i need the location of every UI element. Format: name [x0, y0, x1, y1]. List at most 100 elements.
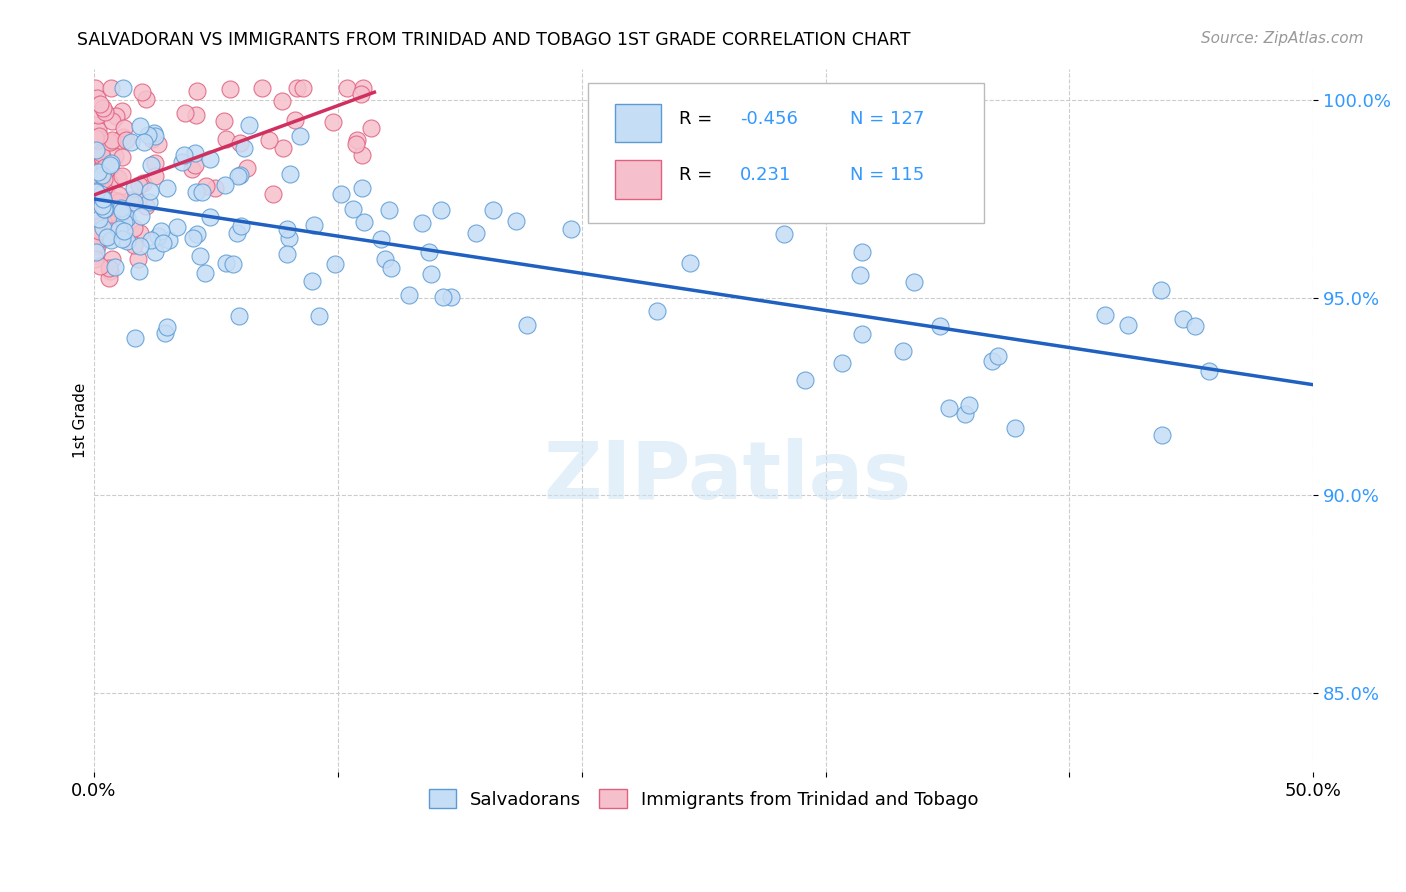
Point	[132, 176, 155, 190]
Point	[146, 136, 169, 151]
Text: 0.231: 0.231	[740, 167, 792, 185]
Point	[89, 132, 111, 146]
Point	[439, 290, 461, 304]
Point	[184, 158, 207, 172]
Point	[105, 109, 128, 123]
Point	[101, 252, 124, 266]
Point	[104, 260, 127, 275]
Point	[110, 201, 132, 215]
Point	[87, 128, 110, 143]
Y-axis label: 1st Grade: 1st Grade	[73, 383, 89, 458]
Point	[222, 257, 245, 271]
Point	[1184, 318, 1206, 333]
FancyBboxPatch shape	[614, 160, 661, 199]
Point	[127, 194, 149, 208]
Point	[107, 194, 129, 208]
Point	[198, 152, 221, 166]
Point	[112, 81, 135, 95]
Point	[352, 180, 374, 194]
Point	[214, 114, 236, 128]
Point	[323, 257, 346, 271]
Point	[335, 81, 357, 95]
Point	[229, 136, 252, 151]
Point	[352, 148, 374, 162]
Point	[560, 222, 582, 236]
Point	[131, 85, 153, 99]
Point	[84, 238, 107, 252]
Point	[370, 232, 392, 246]
Point	[90, 171, 112, 186]
Point	[172, 155, 194, 169]
Point	[271, 141, 294, 155]
Point	[148, 229, 170, 244]
Point	[262, 187, 284, 202]
Point	[891, 343, 914, 358]
Point	[84, 131, 107, 145]
Point	[89, 97, 111, 112]
Text: SALVADORAN VS IMMIGRANTS FROM TRINIDAD AND TOBAGO 1ST GRADE CORRELATION CHART: SALVADORAN VS IMMIGRANTS FROM TRINIDAD A…	[77, 31, 911, 49]
Point	[87, 164, 110, 178]
Point	[91, 168, 114, 182]
Point	[111, 205, 134, 219]
Point	[132, 135, 155, 149]
Point	[111, 204, 134, 219]
Point	[352, 81, 374, 95]
Point	[91, 199, 114, 213]
Point	[903, 276, 925, 290]
Point	[111, 103, 134, 118]
Point	[118, 193, 141, 207]
Point	[94, 202, 117, 216]
Point	[228, 309, 250, 323]
Point	[86, 186, 108, 200]
Point	[128, 178, 150, 192]
Point	[86, 238, 108, 252]
Point	[100, 233, 122, 247]
Point	[157, 233, 180, 247]
Point	[91, 230, 114, 244]
Text: N = 115: N = 115	[849, 167, 924, 185]
Point	[103, 149, 125, 163]
Point	[374, 252, 396, 266]
Point	[238, 118, 260, 132]
Point	[353, 215, 375, 229]
Point	[516, 318, 538, 333]
Point	[114, 133, 136, 147]
Text: R =: R =	[679, 167, 724, 185]
Point	[793, 373, 815, 387]
Point	[136, 128, 159, 142]
Point	[100, 132, 122, 146]
Point	[120, 135, 142, 149]
Point	[94, 160, 117, 174]
Point	[91, 220, 114, 235]
Point	[96, 186, 118, 200]
Point	[173, 147, 195, 161]
Point	[346, 133, 368, 147]
Point	[86, 145, 108, 159]
Point	[200, 210, 222, 224]
Point	[89, 224, 111, 238]
Point	[418, 244, 440, 259]
Point	[141, 233, 163, 247]
Point	[100, 210, 122, 224]
Point	[229, 168, 252, 182]
Point	[153, 326, 176, 340]
Point	[270, 94, 292, 108]
Point	[430, 202, 453, 217]
Point	[93, 101, 115, 115]
Point	[107, 195, 129, 210]
Point	[87, 108, 110, 122]
Point	[91, 192, 114, 206]
Point	[291, 81, 314, 95]
Text: Source: ZipAtlas.com: Source: ZipAtlas.com	[1201, 31, 1364, 46]
Point	[138, 194, 160, 209]
Point	[232, 141, 254, 155]
Point	[329, 186, 352, 201]
Point	[91, 157, 114, 171]
Point	[112, 120, 135, 135]
Point	[84, 157, 107, 171]
Point	[344, 136, 367, 151]
Point	[150, 223, 173, 237]
Point	[111, 207, 134, 221]
Point	[108, 222, 131, 236]
Point	[678, 255, 700, 269]
